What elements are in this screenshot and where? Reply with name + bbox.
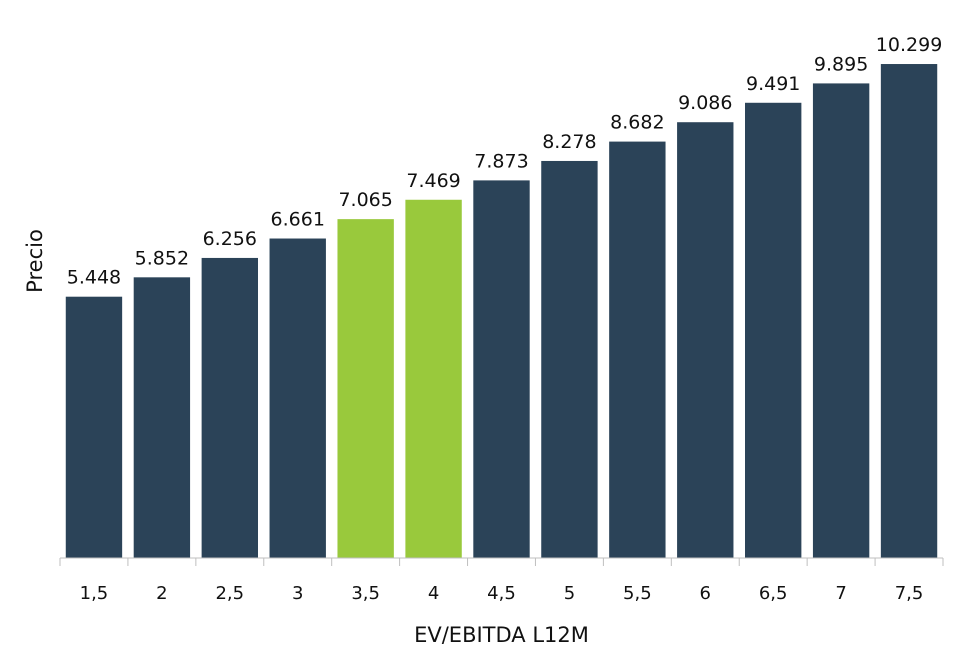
bar-value-label: 8.278 [542,131,596,153]
bar-2 [133,277,191,558]
x-tick-label: 7 [835,583,846,604]
bar-value-label: 6.256 [203,228,257,250]
x-tick-label: 2,5 [215,583,244,604]
x-tick-label: 7,5 [895,583,924,604]
bar-7-5 [880,64,938,558]
x-tick-label: 4,5 [487,583,516,604]
x-tick-label: 3,5 [351,583,380,604]
bar-value-label: 7.065 [338,189,392,211]
bar-4-5 [473,180,530,558]
bar-value-label: 5.448 [67,267,121,289]
x-tick-labels-group: 1,5 2 2,5 3 3,5 4 4,5 5 5,5 6 6,5 7 7,5 [80,583,924,604]
x-tick-label: 2 [156,583,167,604]
bar-2-5 [201,257,258,558]
bar-5 [541,160,598,558]
bar-value-label: 7.469 [406,170,460,192]
x-tick-label: 6,5 [759,583,788,604]
bar-labels-group: 5.448 5.852 6.256 6.661 7.065 7.469 7.873 8.278… [67,34,943,289]
bar-6-5 [745,102,802,558]
bar-value-label: 9.491 [746,73,800,95]
bar-value-label: 6.661 [271,209,325,231]
x-tick-label: 3 [292,583,303,604]
bar-4 [405,199,462,558]
y-axis-title: Precio [23,229,47,293]
bars-group [65,64,938,559]
bar-value-label: 9.895 [814,53,868,75]
bar-value-label: 5.852 [135,247,189,269]
x-tick-label: 5 [564,583,575,604]
bar-value-label: 7.873 [474,150,528,172]
bar-value-label: 10.299 [876,34,942,56]
bar-5-5 [609,141,666,558]
x-tick-label: 6 [700,583,711,604]
bar-7 [812,83,870,558]
x-axis-title: EV/EBITDA L12M [414,623,589,647]
bar-3-5 [337,219,394,558]
x-tick-label: 1,5 [80,583,109,604]
x-tick-label: 4 [428,583,439,604]
bar-6 [677,122,734,559]
bar-value-label: 9.086 [678,92,732,114]
bar-3 [269,238,326,558]
x-tick-label: 5,5 [623,583,652,604]
bar-value-label: 8.682 [610,112,664,134]
bar-1-5 [65,296,123,558]
x-ticks-group [59,558,944,566]
